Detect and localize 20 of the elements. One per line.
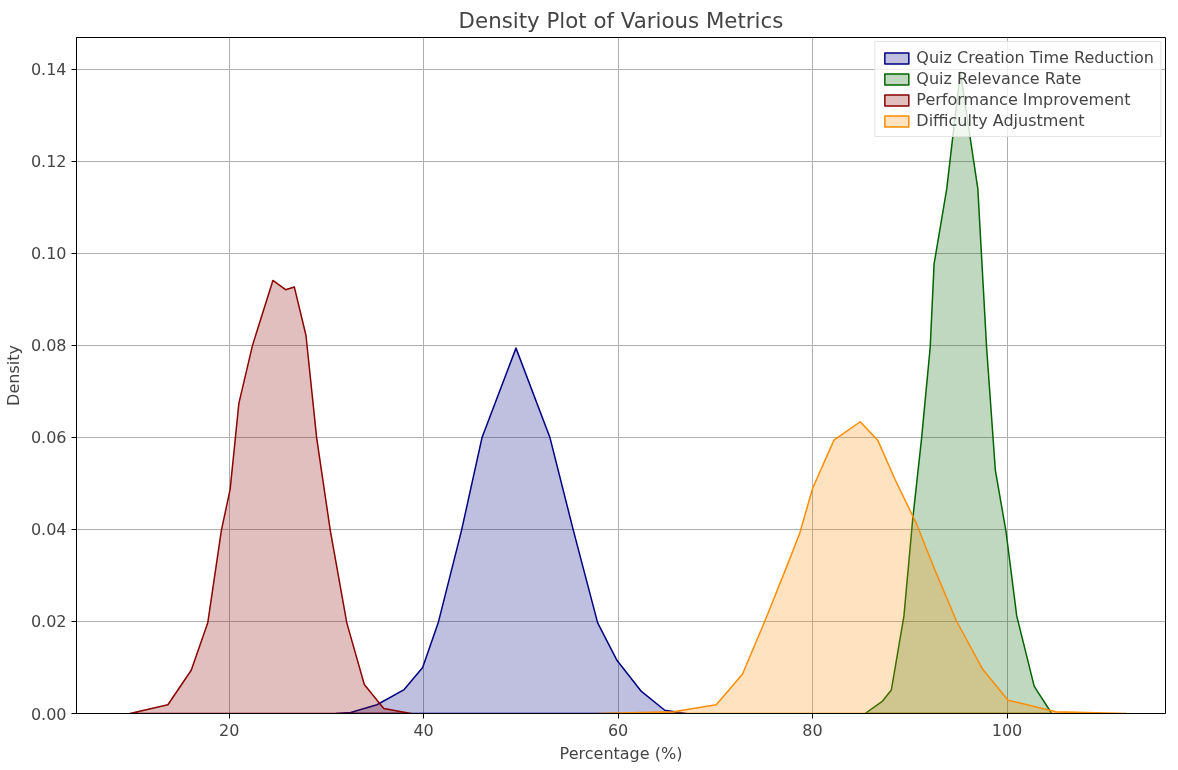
legend-label: Performance Improvement [916, 90, 1131, 109]
x-tick-label: 40 [413, 720, 434, 740]
chart-title: Density Plot of Various Metrics [458, 7, 784, 33]
legend-label: Difficulty Adjustment [916, 111, 1085, 130]
y-tick-label: 0.02 [30, 612, 67, 632]
y-tick-label: 0.04 [30, 520, 67, 540]
x-tick-label: 20 [218, 720, 240, 740]
y-tick-label: 0.06 [30, 428, 67, 448]
x-tick-label: 60 [607, 720, 629, 740]
y-tick-label: 0.10 [30, 244, 67, 264]
x-tick-label: 80 [802, 720, 823, 740]
y-axis-title: Density [3, 345, 23, 406]
x-axis-title: Percentage (%) [559, 743, 683, 763]
y-tick-label: 0.14 [30, 60, 67, 80]
y-tick-label: 0.12 [30, 152, 67, 172]
y-tick-label: 0.08 [30, 336, 67, 356]
y-tick-label: 0.00 [30, 704, 67, 724]
legend-label: Quiz Creation Time Reduction [916, 48, 1154, 67]
x-tick-label: 100 [991, 720, 1023, 740]
legend-label: Quiz Relevance Rate [916, 69, 1082, 88]
